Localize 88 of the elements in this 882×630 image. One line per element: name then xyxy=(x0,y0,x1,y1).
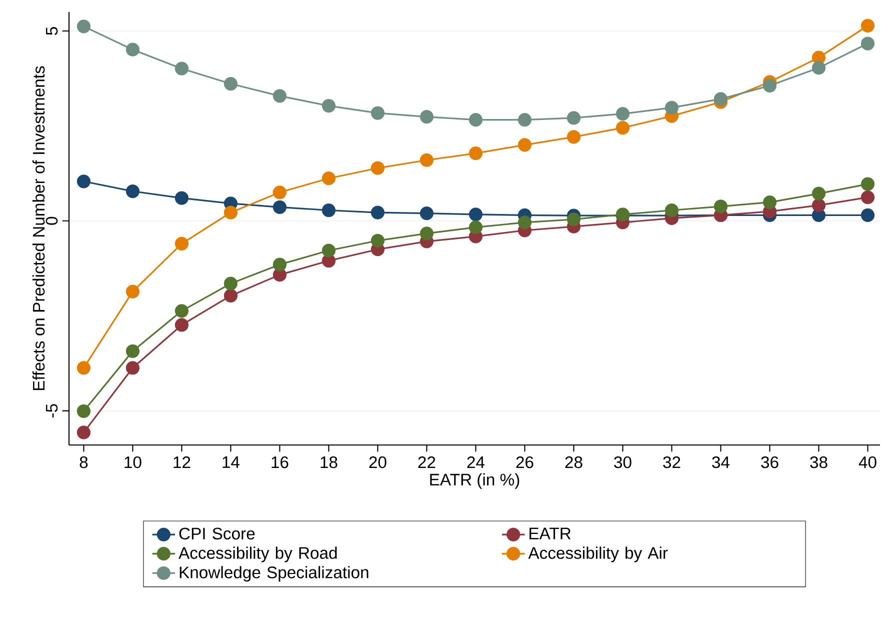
point xyxy=(812,198,826,212)
y-tick-label: 0 xyxy=(46,216,58,225)
point xyxy=(224,276,238,290)
y-tick-label: 5 xyxy=(46,27,58,35)
x-tick-label: 24 xyxy=(467,456,485,468)
point xyxy=(566,111,581,125)
point xyxy=(322,203,336,218)
y-tick-label: -5 xyxy=(46,404,58,418)
x-tick-label: 32 xyxy=(663,456,680,468)
point xyxy=(420,110,434,124)
point xyxy=(762,78,777,92)
point xyxy=(664,203,679,218)
point xyxy=(860,18,875,32)
point xyxy=(468,113,483,127)
x-tick-label: 36 xyxy=(761,456,778,468)
x-tick-label: 10 xyxy=(124,456,142,468)
point xyxy=(518,138,532,152)
point xyxy=(322,99,336,113)
point xyxy=(664,100,679,115)
point xyxy=(272,200,287,214)
legend-label: CPI Score xyxy=(179,528,255,540)
y-axis-title: Effects on Predicted Number of Investments xyxy=(32,66,45,390)
point xyxy=(714,92,728,106)
point xyxy=(322,172,336,186)
x-tick-label: 18 xyxy=(320,456,338,468)
point xyxy=(566,130,581,144)
x-tick-label: 22 xyxy=(418,456,436,468)
point xyxy=(860,190,875,204)
point xyxy=(76,361,91,375)
x-tick-label: 34 xyxy=(712,456,730,468)
point xyxy=(566,212,581,226)
point xyxy=(224,76,238,91)
point xyxy=(420,153,434,167)
point xyxy=(860,36,875,50)
point xyxy=(174,191,189,205)
point xyxy=(126,284,140,298)
point xyxy=(616,121,630,135)
point xyxy=(272,186,287,200)
point xyxy=(616,106,630,121)
point xyxy=(322,244,336,258)
point xyxy=(860,208,875,222)
point xyxy=(126,184,140,198)
x-tick-label: 20 xyxy=(369,456,386,468)
point xyxy=(420,226,434,240)
point xyxy=(370,106,385,120)
x-tick-label: 30 xyxy=(614,456,632,468)
point xyxy=(126,344,140,358)
point xyxy=(76,20,91,34)
x-tick-label: 14 xyxy=(222,456,240,468)
point xyxy=(420,206,434,220)
point xyxy=(518,113,532,127)
point xyxy=(174,304,189,318)
legend-label: Accessibility by Road xyxy=(178,546,337,562)
point xyxy=(76,426,91,440)
point xyxy=(812,186,826,200)
x-tick-label: 8 xyxy=(80,456,88,468)
point xyxy=(468,220,483,234)
point xyxy=(370,161,385,175)
point xyxy=(370,234,385,248)
point xyxy=(76,404,91,418)
point xyxy=(272,89,287,103)
point xyxy=(76,174,91,188)
legend-label: Accessibility by Air xyxy=(528,546,668,562)
x-tick-label: 26 xyxy=(516,456,534,468)
point xyxy=(126,42,140,56)
point xyxy=(126,361,140,375)
x-tick-label: 38 xyxy=(810,456,828,468)
point xyxy=(174,318,189,332)
point xyxy=(174,62,189,76)
x-tick-label: 28 xyxy=(565,456,582,468)
x-tick-label: 16 xyxy=(272,456,288,468)
legend-label: Knowledge Specialization xyxy=(180,566,368,582)
point xyxy=(272,258,287,272)
point xyxy=(174,236,189,250)
point xyxy=(714,200,728,214)
point xyxy=(812,61,826,75)
x-tick-label: 12 xyxy=(174,456,190,468)
legend-label: EATR xyxy=(530,528,571,540)
point xyxy=(468,208,483,222)
x-axis-title: EATR (in %) xyxy=(430,473,520,489)
point xyxy=(860,177,875,191)
point xyxy=(224,288,238,303)
x-tick-label: 40 xyxy=(858,456,876,468)
point xyxy=(468,146,483,160)
point xyxy=(762,195,777,210)
point xyxy=(370,206,385,220)
point xyxy=(224,206,238,220)
point xyxy=(518,216,532,230)
